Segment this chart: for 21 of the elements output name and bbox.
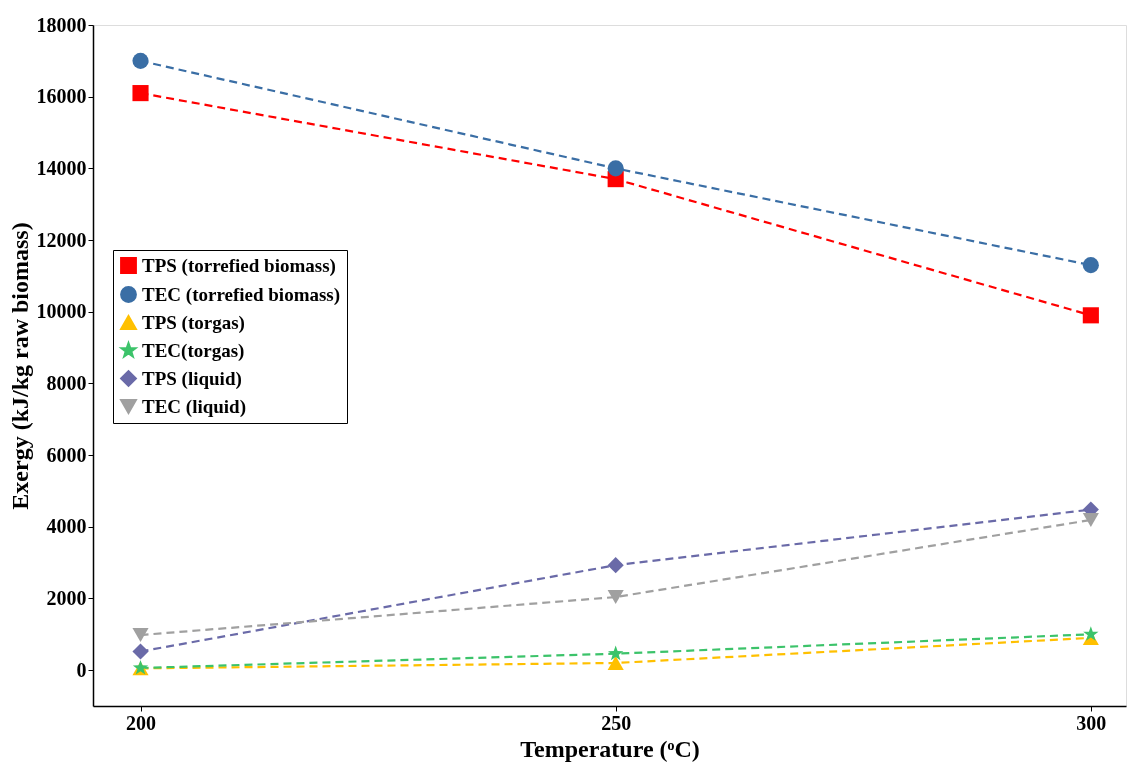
y-tick-label: 6000 bbox=[46, 443, 87, 466]
y-tick-label: 12000 bbox=[36, 228, 87, 251]
y-tick-label: 8000 bbox=[46, 371, 87, 394]
legend-label: TEC(torgas) bbox=[142, 339, 245, 362]
y-tick-label: 18000 bbox=[36, 13, 87, 36]
x-tick-label: 200 bbox=[126, 711, 157, 734]
legend-label: TEC (torrefied biomass) bbox=[142, 283, 341, 306]
legend-label: TPS (liquid) bbox=[142, 367, 242, 390]
x-tick-label: 250 bbox=[601, 711, 632, 734]
legend-label: TPS (torrefied biomass) bbox=[142, 254, 336, 277]
y-tick-label: 10000 bbox=[36, 300, 87, 323]
legend-label: TEC (liquid) bbox=[142, 395, 247, 418]
y-tick-label: 0 bbox=[76, 658, 87, 681]
legend-label: TPS (torgas) bbox=[142, 311, 245, 334]
y-tick-label: 14000 bbox=[36, 156, 87, 179]
x-tick-label: 300 bbox=[1076, 711, 1107, 734]
y-tick-label: 16000 bbox=[36, 85, 87, 108]
y-tick-label: 2000 bbox=[46, 586, 87, 609]
y-axis-title: Exergy (kJ/kg raw biomass) bbox=[6, 222, 33, 510]
y-tick-label: 4000 bbox=[46, 515, 87, 538]
x-axis-title: Temperature (ᵒC) bbox=[520, 735, 700, 762]
